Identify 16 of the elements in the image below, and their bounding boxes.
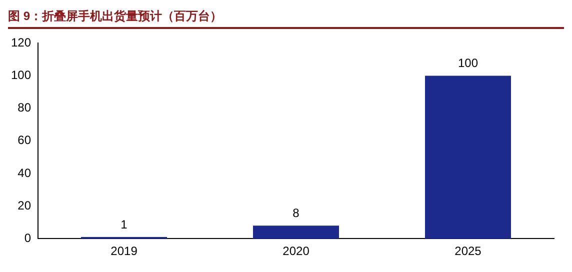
data-label: 8 [292,206,300,220]
y-tick-label: 0 [24,230,32,245]
y-tick-label: 20 [18,198,32,212]
data-label: 1 [120,217,128,232]
y-tick-label: 100 [10,68,32,82]
x-tick-label: 2025 [454,244,482,258]
data-label: 100 [458,56,478,70]
y-tick-label: 40 [18,166,32,180]
x-tick-label: 2019 [110,244,138,258]
bar [425,76,511,239]
y-tick-label: 80 [18,100,32,115]
chart-title: 图 9：折叠屏手机出货量预计（百万台） [8,8,564,29]
y-tick-label: 60 [18,133,32,148]
bar [253,226,340,239]
y-tick-label: 120 [10,36,32,50]
x-tick-label: 2020 [282,244,310,258]
